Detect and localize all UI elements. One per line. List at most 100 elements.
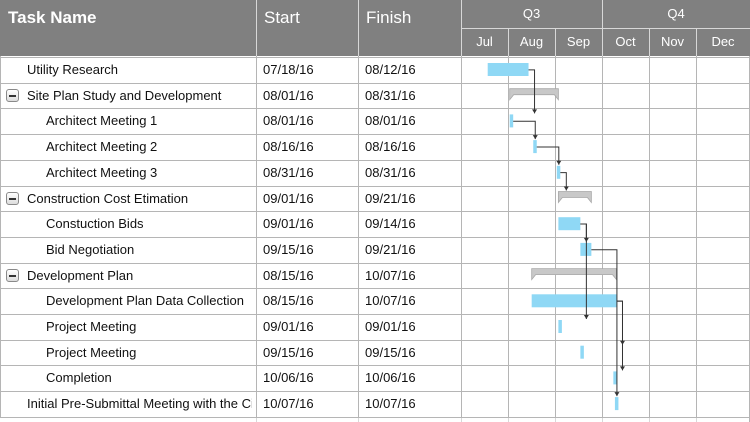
task-name-cell[interactable]: Construction Cost Etimation	[27, 191, 189, 206]
grid-line	[508, 56, 509, 417]
grid-line	[358, 56, 359, 417]
dependency-link	[528, 69, 536, 114]
grid-line	[696, 56, 697, 417]
task-name-cell[interactable]: Project Meeting	[46, 319, 137, 334]
task-name-cell[interactable]: Architect Meeting 3	[46, 165, 158, 180]
start-date-cell[interactable]: 10/06/16	[263, 370, 314, 385]
row-divider	[0, 340, 750, 341]
grid-line	[602, 56, 603, 417]
task-bar[interactable]	[580, 345, 584, 359]
task-bar[interactable]	[614, 397, 619, 411]
row-divider	[0, 186, 750, 187]
task-name-cell[interactable]: Completion	[46, 370, 112, 385]
finish-date-cell[interactable]: 10/07/16	[365, 293, 416, 308]
collapse-toggle[interactable]	[6, 89, 19, 102]
row-divider	[0, 108, 750, 109]
month-oct-label: Oct	[615, 34, 636, 49]
month-dec-label: Dec	[711, 34, 735, 49]
start-date-cell[interactable]: 08/16/16	[263, 139, 314, 154]
dependency-arrow	[532, 109, 538, 114]
task-name-cell[interactable]: Architect Meeting 1	[46, 113, 158, 128]
month-jul-label: Jul	[476, 34, 493, 49]
task-name-cell[interactable]: Development Plan Data Collection	[46, 293, 244, 308]
start-date-cell[interactable]: 09/01/16	[263, 191, 314, 206]
dependency-link	[513, 120, 536, 140]
row-divider	[0, 365, 750, 366]
dependency-arrow	[614, 392, 620, 397]
quarter-q3-label: Q3	[522, 6, 541, 21]
start-date-cell[interactable]: 07/18/16	[263, 62, 314, 77]
finish-date-cell[interactable]: 09/21/16	[365, 242, 416, 257]
finish-date-cell[interactable]: 08/31/16	[365, 88, 416, 103]
grid-line	[649, 56, 650, 417]
start-date-cell[interactable]: 08/01/16	[263, 113, 314, 128]
row-divider	[0, 83, 750, 84]
task-name-cell[interactable]: Development Plan	[27, 268, 134, 283]
task-name-cell[interactable]: Constuction Bids	[46, 216, 144, 231]
task-name-cell[interactable]: Project Meeting	[46, 345, 137, 360]
summary-bar[interactable]	[557, 191, 592, 204]
quarter-q4-header: Q4	[602, 0, 750, 28]
dependency-link	[616, 300, 623, 371]
finish-date-cell[interactable]: 08/01/16	[365, 113, 416, 128]
finish-date-cell[interactable]: 10/07/16	[365, 268, 416, 283]
task-bar[interactable]	[487, 63, 529, 76]
quarter-q4-label: Q4	[667, 6, 685, 21]
dependency-arrow	[532, 135, 538, 140]
grid-line	[0, 56, 1, 417]
month-jul-header: Jul	[461, 28, 508, 56]
summary-bar[interactable]	[509, 88, 559, 101]
dependency-arrow	[556, 160, 562, 165]
start-date-cell[interactable]: 09/01/16	[263, 216, 314, 231]
month-dec-header: Dec	[696, 28, 750, 56]
finish-date-cell[interactable]: 09/14/16	[365, 216, 416, 231]
start-header[interactable]: Start	[256, 0, 358, 56]
finish-header[interactable]: Finish	[358, 0, 461, 56]
task-bar[interactable]	[533, 140, 537, 154]
dependency-link	[591, 249, 618, 397]
start-date-cell[interactable]: 08/01/16	[263, 88, 314, 103]
finish-date-cell[interactable]: 08/12/16	[365, 62, 416, 77]
task-name-cell[interactable]: Bid Negotiation	[46, 242, 135, 257]
start-date-cell[interactable]: 09/15/16	[263, 242, 314, 257]
task-bar[interactable]	[556, 165, 561, 179]
task-bar[interactable]	[558, 217, 581, 231]
finish-date-cell[interactable]: 10/06/16	[365, 370, 416, 385]
task-bar[interactable]	[580, 242, 592, 256]
task-name-cell[interactable]: Utility Research	[27, 62, 119, 77]
finish-date-cell[interactable]: 08/31/16	[365, 165, 416, 180]
collapse-toggle[interactable]	[6, 269, 19, 282]
task-bar[interactable]	[558, 320, 562, 333]
finish-date-cell[interactable]: 09/01/16	[365, 319, 416, 334]
row-divider	[0, 263, 750, 264]
start-date-cell[interactable]: 08/31/16	[263, 165, 314, 180]
row-divider	[0, 314, 750, 315]
row-divider	[0, 134, 750, 135]
start-date-cell[interactable]: 09/01/16	[263, 319, 314, 334]
finish-date-cell[interactable]: 10/07/16	[365, 396, 416, 411]
task-name-header[interactable]: Task Name	[0, 0, 256, 56]
task-bar[interactable]	[509, 114, 514, 128]
dependency-arrow	[583, 315, 589, 319]
finish-date-cell[interactable]: 09/15/16	[365, 345, 416, 360]
start-date-cell[interactable]: 08/15/16	[263, 268, 314, 283]
task-name-cell[interactable]: Site Plan Study and Development	[27, 88, 222, 103]
grid-line	[461, 56, 462, 417]
summary-bar[interactable]	[531, 268, 617, 281]
task-name-cell[interactable]: Initial Pre-Submittal Meeting with the C…	[27, 396, 252, 411]
month-nov-label: Nov	[660, 34, 685, 49]
quarter-divider	[602, 0, 603, 28]
task-bar[interactable]	[531, 294, 617, 308]
dependency-arrow	[619, 366, 625, 371]
start-header-label: Start	[264, 8, 300, 27]
month-aug-header: Aug	[508, 28, 555, 56]
finish-date-cell[interactable]: 09/21/16	[365, 191, 416, 206]
collapse-toggle[interactable]	[6, 192, 19, 205]
finish-date-cell[interactable]: 08/16/16	[365, 139, 416, 154]
task-bar[interactable]	[613, 371, 617, 385]
start-date-cell[interactable]: 10/07/16	[263, 396, 314, 411]
timescale-divider	[461, 28, 750, 29]
start-date-cell[interactable]: 09/15/16	[263, 345, 314, 360]
start-date-cell[interactable]: 08/15/16	[263, 293, 314, 308]
task-name-cell[interactable]: Architect Meeting 2	[46, 139, 158, 154]
